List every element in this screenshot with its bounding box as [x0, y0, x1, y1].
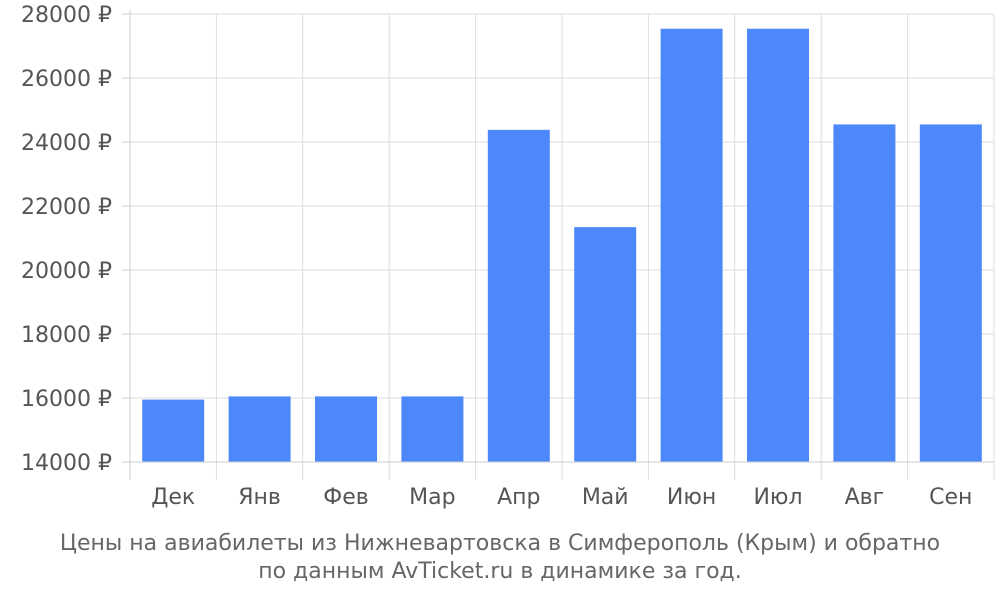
y-tick-label: 14000 ₽: [21, 451, 112, 476]
y-tick-label: 16000 ₽: [21, 387, 112, 412]
x-axis-tick-labels: Дек Янв Фев Мар Апр Май Июн Июл Авг Сен: [151, 485, 972, 510]
bar-1: [142, 399, 205, 462]
y-tick-label: 28000 ₽: [21, 3, 112, 28]
x-tick-label: Июл: [753, 485, 802, 510]
x-tick-label: Дек: [151, 485, 195, 510]
bar-6: [574, 227, 637, 462]
bar-4: [401, 396, 464, 462]
bar-9: [833, 124, 896, 463]
x-tick-label: Янв: [238, 485, 281, 510]
bar-3: [315, 396, 377, 462]
x-tick-label: Фев: [323, 485, 368, 510]
x-tick-label: Июн: [667, 485, 716, 510]
x-tick-label: Мар: [409, 485, 455, 510]
bar-chart: 14000 ₽ 16000 ₽ 18000 ₽ 20000 ₽ 22000 ₽ 24000…: [21, 3, 995, 510]
bars: [142, 28, 982, 463]
caption-line-2: по данным AvTicket.ru в динамике за год.: [258, 559, 742, 584]
bar-10: [919, 124, 982, 463]
x-tick-label: Сен: [929, 485, 972, 510]
caption-line-1: Цены на авиабилеты из Нижневартовска в С…: [59, 531, 941, 556]
axes: [122, 10, 994, 480]
grid-lines: [130, 13, 995, 480]
x-tick-label: Май: [582, 485, 629, 510]
y-tick-label: 20000 ₽: [21, 259, 112, 284]
x-tick-label: Апр: [497, 485, 540, 510]
y-axis-tick-labels: 14000 ₽ 16000 ₽ 18000 ₽ 20000 ₽ 22000 ₽ 24000…: [21, 3, 112, 476]
y-tick-label: 24000 ₽: [21, 131, 112, 156]
y-tick-label: 26000 ₽: [21, 67, 112, 92]
bar-7: [660, 28, 723, 462]
y-tick-label: 18000 ₽: [21, 323, 112, 348]
y-tick-label: 22000 ₽: [21, 195, 112, 220]
bar-8: [747, 28, 809, 462]
chart-caption: Цены на авиабилеты из Нижневартовска в С…: [0, 530, 1000, 586]
x-tick-label: Авг: [845, 485, 885, 510]
bar-2: [228, 396, 291, 462]
bar-5: [487, 129, 550, 462]
